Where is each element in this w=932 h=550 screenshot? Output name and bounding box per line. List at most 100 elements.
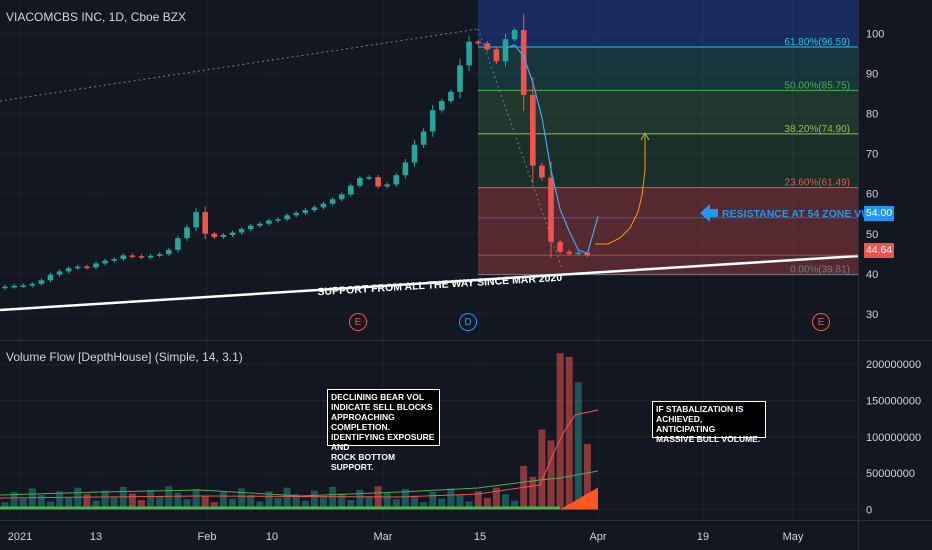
- volume-bar: [320, 497, 327, 510]
- fib-zone: [478, 90, 858, 134]
- candle-body: [184, 227, 190, 239]
- volume-bar: [301, 500, 309, 510]
- candle-body: [238, 228, 245, 233]
- candle-body: [511, 30, 518, 40]
- volume-bar: [474, 491, 482, 510]
- volume-flow-spike: [560, 487, 598, 510]
- time-axis-label: 15: [474, 531, 486, 543]
- candle-body: [457, 65, 463, 92]
- price-axis-label: 90: [866, 68, 878, 80]
- volume-bar: [429, 492, 437, 510]
- time-axis-label: Mar: [374, 531, 393, 543]
- candle-body: [311, 207, 318, 211]
- candle-body: [275, 219, 281, 221]
- moving-average-line: [505, 44, 599, 255]
- note-bull-volume: IF STABALIZATION IS ACHIEVED, ANTICIPATI…: [652, 401, 766, 444]
- candle-body: [566, 251, 572, 254]
- volume-bar: [65, 497, 73, 510]
- volume-axis-label: 150000000: [866, 395, 921, 407]
- time-axis-label: 13: [90, 531, 102, 543]
- volume-bar: [183, 499, 191, 510]
- candle-body: [156, 254, 163, 256]
- volume-bar: [492, 487, 500, 510]
- volume-bar: [174, 492, 182, 510]
- projection-arrow-icon: [640, 131, 650, 141]
- volume-flow-baseline: [0, 506, 560, 510]
- volume-bar: [447, 488, 455, 510]
- volume-bar: [565, 356, 573, 510]
- candle-body: [11, 285, 17, 288]
- candle-body: [530, 95, 536, 166]
- candle-body: [448, 91, 454, 102]
- price-axis-label: 70: [866, 149, 878, 161]
- projection-path: [595, 135, 646, 245]
- note-line: INDICATE SELL BLOCKS: [331, 402, 433, 412]
- candle-body: [466, 41, 472, 66]
- candle-body: [93, 263, 99, 268]
- candle-body: [102, 260, 108, 264]
- candle-body: [202, 212, 208, 234]
- volume-bar: [10, 492, 18, 510]
- volume-bar: [19, 498, 27, 510]
- candle-body: [402, 162, 409, 176]
- candle-body: [375, 177, 381, 187]
- resistance-arrow-icon: [700, 204, 718, 222]
- resistance-price-tag: 54.00: [864, 206, 894, 221]
- earnings-event-icon[interactable]: E: [812, 313, 830, 331]
- candle-body: [502, 39, 509, 62]
- candle-body: [393, 175, 400, 185]
- price-axis-label: 50: [866, 229, 878, 241]
- note-line: IDENTIFYING EXPOSURE AND: [331, 432, 435, 452]
- note-bear-volume: DECLINING BEAR VOL INDICATE SELL BLOCKS …: [327, 389, 440, 472]
- candle-body: [120, 255, 127, 260]
- volume-bar: [56, 491, 64, 510]
- dividend-event-icon[interactable]: D: [459, 313, 477, 331]
- volume-bar: [1, 502, 9, 510]
- volume-bar: [401, 489, 409, 510]
- fib-zone: [478, 133, 858, 188]
- volume-bar: [128, 493, 136, 510]
- volume-bar: [101, 490, 109, 510]
- candle-body: [147, 255, 154, 258]
- earnings-event-icon[interactable]: E: [349, 313, 367, 331]
- fib-level-label: 38.20%(74.90): [784, 124, 850, 135]
- note-line: DECLINING BEAR VOL: [331, 392, 425, 402]
- candle-body: [211, 233, 218, 237]
- volume-bar: [556, 353, 564, 510]
- time-axis-label: Feb: [198, 531, 217, 543]
- symbol-title[interactable]: VIACOMCBS INC, 1D, Cboe BZX: [6, 10, 187, 24]
- candle-body: [366, 177, 372, 179]
- candle-body: [20, 285, 26, 287]
- volume-bar: [374, 486, 382, 510]
- volume-bar: [274, 497, 282, 510]
- candle-body: [320, 203, 327, 208]
- note-line: APPROACHING COMPLETION.: [331, 412, 395, 432]
- volume-bar: [383, 492, 391, 510]
- candle-body: [329, 199, 336, 204]
- candle-body: [302, 210, 309, 213]
- candle-body: [284, 215, 290, 220]
- note-line: MASSIVE BULL VOLUME.: [656, 434, 761, 444]
- time-axis-label: May: [783, 531, 804, 543]
- volume-bar: [37, 494, 45, 510]
- candle-body: [493, 49, 500, 62]
- fib-level-label: 61.80%(96.59): [784, 37, 850, 48]
- price-axis-label: 60: [866, 189, 878, 201]
- indicator-title[interactable]: Volume Flow [DepthHouse] (Simple, 14, 3.…: [6, 350, 243, 364]
- volume-bar: [356, 489, 364, 510]
- support-label: SUPPORT FROM ALL THE WAY SINCE MAR 2020: [317, 272, 562, 299]
- fib-zone: [478, 187, 858, 275]
- candle-body: [175, 238, 181, 250]
- fib-level-label: 23.60%(61.49): [784, 178, 850, 189]
- candle-body: [293, 212, 299, 216]
- volume-bar: [292, 494, 300, 510]
- volume-bar: [465, 501, 473, 510]
- volume-bar: [310, 490, 318, 510]
- candle-body: [548, 177, 554, 242]
- volume-bar: [338, 493, 346, 510]
- candle-body: [357, 178, 363, 186]
- fib-level-label: 0.00%(39.81): [790, 265, 850, 276]
- volume-bar: [456, 494, 464, 510]
- candle-body: [439, 101, 445, 111]
- candle-body: [484, 43, 491, 50]
